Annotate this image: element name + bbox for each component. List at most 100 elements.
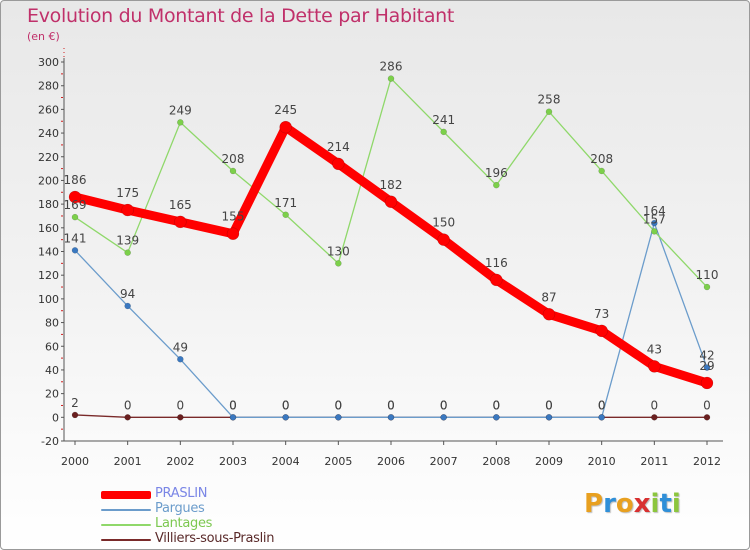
y-tick-label: 180 [38,198,59,211]
y-tick-label: 160 [38,222,59,235]
y-tick-label: 200 [38,174,59,187]
data-point-pargues [545,414,553,421]
data-label-praslin: 116 [485,256,508,270]
data-label-villiers-sous-praslin: 0 [282,398,290,412]
data-label-pargues: 0 [282,398,290,412]
data-label-villiers-sous-praslin: 2 [71,396,79,410]
x-tick-label: 2007 [430,455,458,468]
y-tick-label: 120 [38,269,59,282]
x-tick-label: 2009 [535,455,563,468]
logo-letter: x [633,489,651,519]
data-point-lantages [282,211,289,219]
y-tick-label: 140 [38,246,59,259]
x-tick-label: 2012 [693,455,721,468]
data-point-lantages [598,167,605,175]
data-label-pargues: 141 [64,231,87,245]
data-label-pargues: 0 [493,398,501,412]
data-label-lantages: 157 [643,212,666,226]
data-point-praslin [437,233,450,246]
data-label-pargues: 0 [440,398,448,412]
data-label-praslin: 155 [222,210,245,224]
y-tick-label: 260 [38,103,59,116]
y-tick-label: 20 [45,388,59,401]
data-label-lantages: 249 [169,103,192,117]
y-tick-label: 100 [38,293,59,306]
data-point-lantages [387,75,395,82]
legend-swatch [101,509,151,511]
data-label-lantages: 139 [116,234,139,248]
y-tick-label: 220 [38,151,59,164]
x-tick-label: 2005 [324,455,352,468]
legend-label: Pargues [155,501,205,516]
data-label-villiers-sous-praslin: 0 [229,398,237,412]
data-label-lantages: 169 [64,198,87,212]
x-tick-label: 2006 [377,455,405,468]
logo-letter: t [659,489,672,519]
data-label-lantages: 208 [590,152,613,166]
data-label-lantages: 258 [538,93,561,107]
data-point-lantages [71,213,79,221]
data-label-praslin: 165 [169,198,192,212]
legend-label: Villiers-sous-Praslin [155,531,275,546]
legend-swatch [101,524,151,526]
data-label-pargues: 0 [229,398,237,412]
data-point-praslin [648,360,661,373]
chart-title: Evolution du Montant de la Dette par Hab… [27,5,455,27]
logo-letter: P [584,489,604,519]
data-label-lantages: 130 [327,244,350,258]
y-tick-label: 280 [38,80,59,93]
logo-letter: o [615,489,634,519]
data-point-praslin [226,227,240,240]
y-tick-label: 60 [45,340,59,353]
x-tick-label: 2004 [272,455,300,468]
y-tick-label: 300 [38,56,59,69]
data-point-pargues [229,414,237,421]
data-label-lantages: 241 [432,113,455,127]
data-label-pargues: 42 [699,349,714,363]
data-label-villiers-sous-praslin: 0 [124,398,132,412]
data-point-lantages [493,181,500,189]
data-label-villiers-sous-praslin: 0 [651,398,659,412]
chart-unit-label: (en €) [27,30,60,43]
y-tick-label: 80 [45,317,59,330]
data-label-praslin: 87 [541,290,556,304]
data-point-lantages [177,119,184,126]
data-point-pargues [71,247,79,254]
data-point-pargues [651,219,658,227]
legend-label: Lantages [155,516,213,531]
data-point-praslin [595,324,608,338]
data-label-pargues: 164 [643,204,666,218]
y-tick-label: -20 [41,435,59,448]
logo-letter: i [650,489,660,519]
data-point-praslin [279,120,292,134]
data-label-praslin: 186 [64,173,87,187]
data-point-pargues [440,414,447,421]
data-label-villiers-sous-praslin: 0 [545,398,553,412]
data-label-praslin: 29 [699,359,714,373]
data-point-praslin [700,376,714,390]
data-label-pargues: 0 [335,398,343,412]
x-tick-label: 2008 [482,455,510,468]
y-tick-label: 240 [38,127,59,140]
data-point-praslin [174,215,187,229]
data-label-villiers-sous-praslin: 0 [387,398,395,412]
data-point-pargues [387,414,395,421]
data-label-pargues: 0 [387,398,395,412]
data-label-lantages: 208 [222,152,245,166]
data-point-lantages [335,260,342,267]
data-point-villiers-sous-praslin [124,414,131,421]
data-label-lantages: 171 [274,196,297,210]
x-tick-label: 2011 [640,455,668,468]
data-point-praslin [542,308,556,321]
data-label-praslin: 73 [594,307,609,321]
data-label-lantages: 196 [485,166,508,180]
data-point-lantages [545,108,553,115]
data-point-lantages [124,249,131,256]
x-tick-label: 2003 [219,455,247,468]
data-point-villiers-sous-praslin [651,414,658,421]
data-label-praslin: 214 [327,140,350,154]
data-label-villiers-sous-praslin: 0 [440,398,448,412]
data-point-lantages [440,128,447,136]
data-label-pargues: 94 [120,287,135,301]
